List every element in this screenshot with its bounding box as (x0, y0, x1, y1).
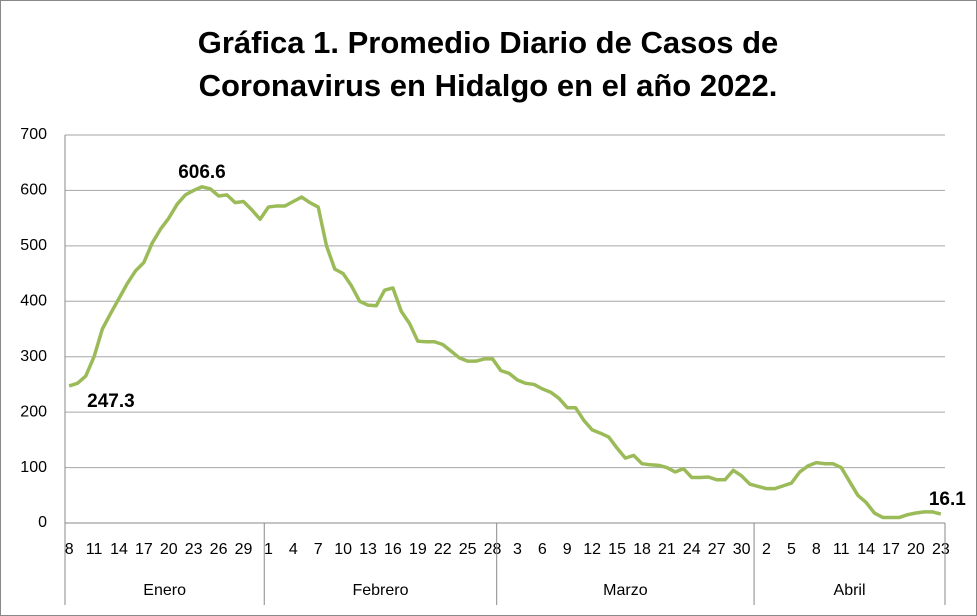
y-tick-label: 100 (20, 459, 47, 476)
x-tick-label: 20 (907, 541, 925, 558)
x-tick-label: 7 (314, 541, 323, 558)
y-tick-label: 300 (20, 348, 47, 365)
x-tick-label: 24 (683, 541, 701, 558)
x-tick-label: 27 (708, 541, 726, 558)
x-tick-label: 6 (538, 541, 547, 558)
x-tick-label: 1 (264, 541, 273, 558)
x-tick-label: 5 (787, 541, 796, 558)
y-tick-label: 200 (20, 403, 47, 420)
x-tick-label: 14 (857, 541, 875, 558)
x-tick-label: 8 (65, 541, 74, 558)
x-tick-label: 28 (484, 541, 502, 558)
chart-title: Gráfica 1. Promedio Diario de Casos de (198, 25, 779, 60)
value-label: 606.6 (178, 162, 226, 183)
x-tick-label: 11 (86, 541, 103, 558)
x-tick-label: 16 (384, 541, 402, 558)
x-tick-label: 20 (160, 541, 178, 558)
x-tick-label: 10 (334, 541, 352, 558)
x-tick-label: 23 (932, 541, 950, 558)
x-tick-label: 9 (563, 541, 572, 558)
x-tick-label: 23 (185, 541, 203, 558)
x-tick-label: 15 (608, 541, 626, 558)
chart-title: Coronavirus en Hidalgo en el año 2022. (199, 68, 778, 103)
month-label: Enero (143, 582, 186, 599)
y-tick-label: 600 (20, 182, 47, 199)
month-label: Marzo (603, 582, 648, 599)
x-tick-label: 2 (762, 541, 771, 558)
value-label: 16.1 (929, 489, 966, 510)
x-tick-label: 3 (513, 541, 522, 558)
y-tick-label: 0 (38, 514, 47, 531)
x-tick-label: 17 (135, 541, 153, 558)
x-tick-label: 4 (289, 541, 298, 558)
x-tick-label: 19 (409, 541, 427, 558)
y-tick-label: 700 (20, 126, 47, 143)
x-tick-label: 26 (210, 541, 228, 558)
value-label: 247.3 (87, 391, 135, 412)
x-tick-label: 13 (359, 541, 377, 558)
x-tick-label: 30 (733, 541, 751, 558)
x-tick-label: 8 (812, 541, 821, 558)
x-tick-label: 12 (583, 541, 601, 558)
y-tick-label: 500 (20, 237, 47, 254)
x-tick-label: 21 (658, 541, 676, 558)
month-label: Abril (834, 582, 866, 599)
x-tick-label: 25 (459, 541, 477, 558)
x-tick-label: 14 (110, 541, 128, 558)
x-tick-label: 29 (235, 541, 253, 558)
x-tick-label: 22 (434, 541, 452, 558)
y-tick-label: 400 (20, 293, 47, 310)
x-tick-label: 18 (633, 541, 651, 558)
month-label: Febrero (352, 582, 408, 599)
x-tick-label: 11 (833, 541, 850, 558)
data-line (68, 185, 942, 520)
x-tick-label: 17 (882, 541, 900, 558)
